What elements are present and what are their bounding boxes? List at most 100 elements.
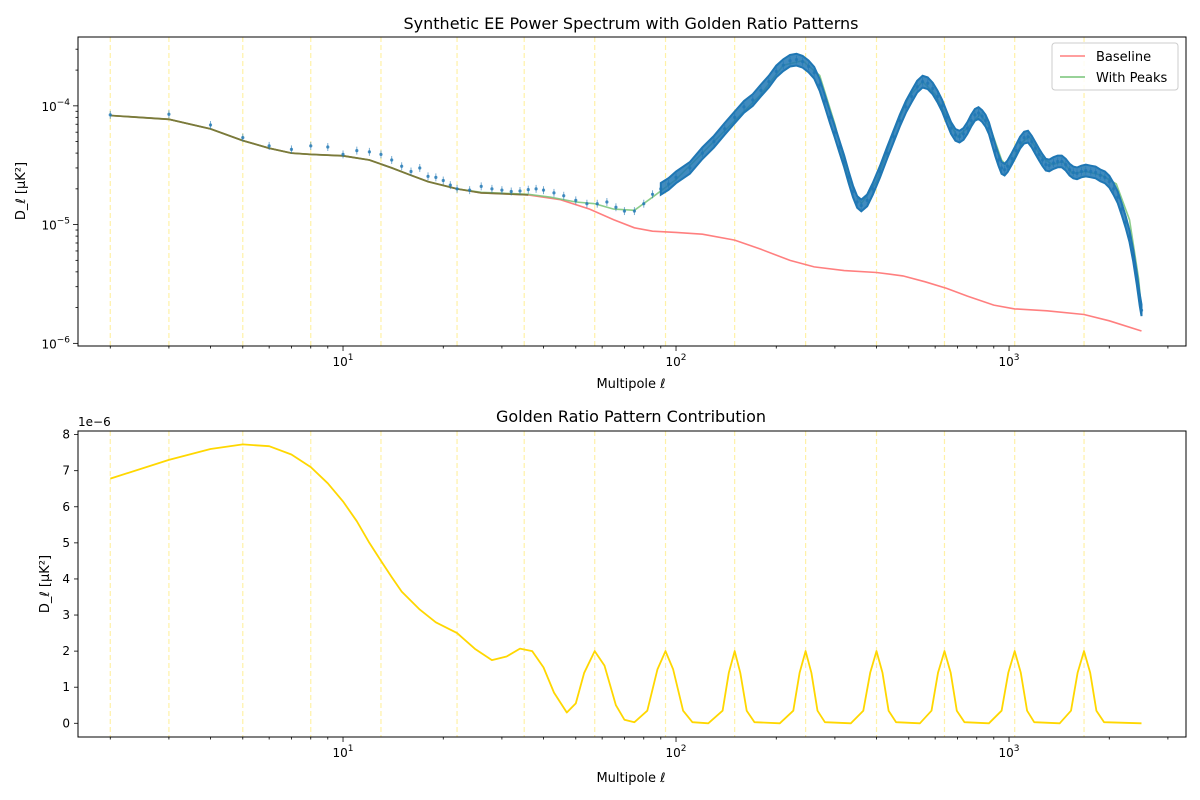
- bottom-plot-frame: [77, 430, 1187, 738]
- top-y-ticks: 10−6 10−5 10−4: [41, 48, 78, 351]
- errorbar-point: [400, 164, 404, 168]
- errorbar-point: [910, 94, 914, 99]
- errorbar-point: [842, 159, 846, 164]
- errorbar-point: [500, 188, 504, 192]
- errorbar-point: [595, 202, 599, 206]
- top-legend: Baseline With Peaks: [1051, 42, 1179, 91]
- bottom-y-tick-label: 5: [62, 536, 70, 550]
- errorbar-point: [806, 64, 811, 68]
- errorbar-point: [949, 126, 953, 130]
- errorbar-point: [957, 135, 962, 139]
- errorbar-point: [833, 130, 837, 134]
- errorbar-point: [1022, 136, 1026, 140]
- errorbar-point: [851, 189, 855, 194]
- errorbar-point: [871, 187, 875, 191]
- errorbar-point: [1005, 164, 1010, 168]
- errorbar-point: [390, 158, 394, 162]
- errorbar-point: [1098, 173, 1102, 177]
- errorbar-point: [1089, 169, 1093, 174]
- errorbar-point: [891, 135, 896, 139]
- top-plot-frame: [77, 36, 1187, 347]
- errorbar-point: [526, 188, 530, 192]
- errorbar-point: [426, 174, 430, 178]
- errorbar-point: [935, 94, 940, 99]
- errorbar-point: [1067, 168, 1072, 172]
- errorbar-point: [1075, 171, 1079, 175]
- errorbar-point: [418, 166, 422, 170]
- errorbar-point: [1120, 207, 1124, 211]
- errorbar-point: [976, 111, 981, 115]
- errorbar-point: [562, 194, 566, 198]
- bottom-y-tick-label: 6: [62, 500, 70, 514]
- top-chart-title: Synthetic EE Power Spectrum with Golden …: [404, 14, 859, 33]
- top-chart: Synthetic EE Power Spectrum with Golden …: [14, 14, 1187, 392]
- top-y-axis-label: D_ℓ [μK²]: [14, 162, 29, 220]
- errorbar-point: [509, 189, 513, 194]
- errorbar-point: [1018, 141, 1022, 145]
- top-errorbars-layer: [108, 52, 1144, 317]
- errorbar-point: [700, 151, 704, 155]
- errorbar-point: [434, 175, 438, 179]
- errorbar-point: [980, 114, 984, 118]
- errorbar-point: [688, 166, 692, 170]
- errorbar-point: [1131, 253, 1135, 258]
- errorbar-point: [1056, 159, 1060, 164]
- errorbar-point: [574, 198, 578, 202]
- errorbar-point: [712, 139, 716, 144]
- errorbar-point: [1051, 161, 1056, 165]
- bottom-y-tick-label: 7: [62, 464, 70, 478]
- errorbar-point: [1014, 148, 1018, 153]
- errorbar-point: [667, 182, 671, 186]
- errorbar-point: [309, 144, 313, 148]
- errorbar-point: [1135, 277, 1139, 281]
- errorbar-point: [1033, 146, 1037, 150]
- legend-baseline-label: Baseline: [1096, 50, 1151, 65]
- errorbar-point: [614, 205, 618, 209]
- top-x-axis-label: Multipole ℓ: [596, 377, 665, 392]
- errorbar-point: [1010, 156, 1014, 161]
- top-x-tick-label: 102: [666, 353, 687, 369]
- errorbar-point: [605, 200, 609, 204]
- errorbar-point: [1026, 135, 1030, 139]
- errorbar-point: [585, 202, 589, 206]
- top-x-tick-label: 101: [333, 353, 354, 369]
- errorbar-point: [742, 105, 746, 109]
- errorbar-point: [650, 192, 655, 196]
- legend-box: [1051, 42, 1179, 91]
- bottom-y-tick-label: 4: [62, 572, 70, 586]
- errorbar-point: [326, 145, 330, 149]
- errorbar-point: [1047, 163, 1051, 168]
- errorbar-point: [983, 119, 988, 123]
- errorbar-point: [993, 148, 997, 153]
- errorbar-point: [1060, 159, 1064, 164]
- errorbar-point: [926, 81, 930, 85]
- errorbar-point: [723, 127, 727, 131]
- errorbar-point: [1124, 220, 1128, 224]
- errorbar-point: [920, 80, 925, 84]
- errorbar-point: [289, 147, 294, 151]
- errorbar-point: [341, 152, 345, 157]
- bottom-y-tick-label: 1: [62, 680, 70, 694]
- errorbar-point: [818, 83, 822, 87]
- bottom-golden-lines: [109, 431, 1085, 737]
- errorbar-point: [794, 58, 799, 62]
- errorbar-point: [379, 152, 383, 157]
- bottom-y-axis-label: D_ℓ [μK²]: [38, 555, 53, 613]
- errorbar-point: [552, 191, 556, 195]
- bottom-x-tick-label: 103: [999, 744, 1020, 760]
- errorbar-point: [208, 123, 213, 127]
- bottom-y-offset-label: 1e−6: [78, 415, 111, 429]
- errorbar-point: [108, 113, 112, 117]
- errorbar-point: [167, 112, 171, 116]
- errorbar-point: [931, 86, 935, 91]
- errorbar-point: [632, 209, 637, 213]
- errorbar-point: [1103, 175, 1107, 179]
- errorbar-point: [1003, 168, 1007, 172]
- errorbar-point: [1000, 166, 1004, 170]
- errorbar-point: [847, 175, 851, 179]
- errorbar-point: [838, 145, 842, 149]
- bottom-series-layer: [110, 443, 1142, 725]
- errorbar-point: [1044, 163, 1048, 167]
- errorbar-point: [1138, 298, 1142, 302]
